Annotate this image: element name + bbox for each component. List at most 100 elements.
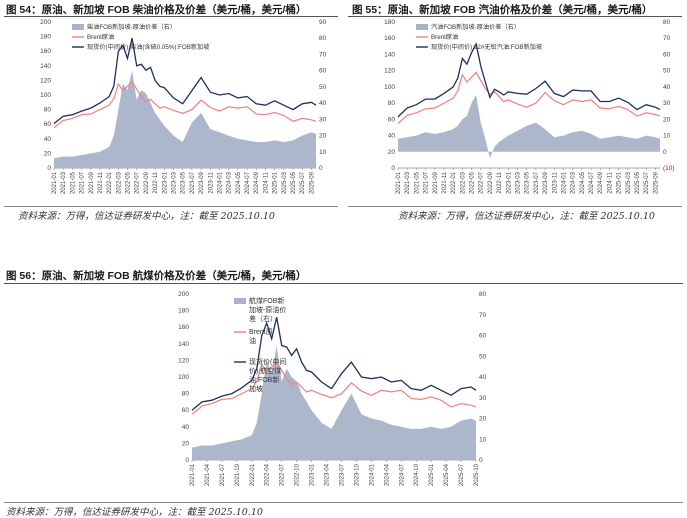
brent-line bbox=[53, 80, 317, 129]
x-tick-label: 2023-01 bbox=[162, 171, 168, 194]
x-tick-label: 2021-03 bbox=[61, 171, 67, 194]
x-tick-label: 2025-09 bbox=[309, 171, 315, 194]
chart-title: 图 54：原油、新加坡 FOB 柴油价格及价差（美元/桶，美元/桶） bbox=[6, 4, 307, 16]
right-tick-label: 70 bbox=[319, 51, 327, 58]
left-tick-label: 140 bbox=[40, 63, 51, 70]
title-rule bbox=[4, 16, 338, 17]
left-tick-label: 80 bbox=[388, 100, 396, 107]
brent-line bbox=[397, 71, 661, 124]
right-tick-label: 60 bbox=[319, 68, 327, 75]
source-rule bbox=[4, 206, 338, 207]
x-tick-label: 2022-09 bbox=[488, 171, 494, 194]
x-tick-label: 2022-11 bbox=[497, 171, 503, 193]
diesel-chart: 0 20 40 60 80 100 120 140 160 180 200 0 10 20 30 40 50 60… bbox=[40, 19, 327, 194]
x-tick-label: 2023-10 bbox=[354, 463, 360, 486]
left-tick-label: 0 bbox=[391, 165, 395, 172]
source-rule bbox=[4, 502, 683, 503]
source-note: 资料来源：万得，信达证券研发中心，注：截至 2025.10.10 bbox=[6, 507, 263, 518]
source-note: 资料来源：万得，信达证券研发中心，注：截至 2025.10.10 bbox=[398, 211, 655, 222]
x-tick-label: 2025-01 bbox=[617, 171, 623, 194]
right-tick-label: 80 bbox=[479, 291, 487, 298]
x-tick-label: 2024-09 bbox=[254, 171, 260, 194]
left-tick-label: 200 bbox=[178, 291, 189, 298]
gasoline-chart: 0 20 40 60 80 100 120 140 160 180 (10) 0 10 20 30 40 50 6… bbox=[384, 19, 675, 194]
legend-label: 现货价(中间价):柴油(含硫0.05%):FOB新加坡 bbox=[87, 43, 209, 51]
left-tick-label: 0 bbox=[185, 457, 189, 464]
right-tick-label: 0 bbox=[663, 149, 667, 156]
right-tick-label: 60 bbox=[663, 51, 671, 58]
x-tick-label: 2021-09 bbox=[433, 171, 439, 194]
x-tick-label: 2023-04 bbox=[325, 463, 331, 486]
x-tick-label: 2022-05 bbox=[470, 171, 476, 194]
jetfuel-chart: 0 20 40 60 80 100 120 140 160 180 200 0 10 20 30 40 50 60… bbox=[178, 291, 487, 486]
legend-label: 现货价(中间价):92#无铅汽油:FOB新加坡 bbox=[431, 43, 542, 51]
x-tick-label: 2022-11 bbox=[153, 171, 159, 193]
x-tick-label: 2021-04 bbox=[205, 463, 211, 486]
x-tick-label: 2022-01 bbox=[250, 463, 256, 486]
source-note: 资料来源：万得，信达证券研发中心，注：截至 2025.10.10 bbox=[18, 211, 275, 222]
x-tick-label: 2022-09 bbox=[144, 171, 150, 194]
x-tick-label: 2023-11 bbox=[552, 171, 558, 193]
product-line bbox=[191, 317, 477, 411]
left-tick-label: 140 bbox=[178, 341, 189, 348]
left-tick-label: 160 bbox=[178, 324, 189, 331]
x-tick-label: 2022-04 bbox=[265, 463, 271, 486]
left-tick-label: 60 bbox=[182, 407, 190, 414]
legend-label: Brent原 bbox=[249, 328, 273, 336]
left-tick-label: 40 bbox=[182, 424, 190, 431]
right-tick-label: 40 bbox=[663, 84, 671, 91]
legend-label: 现货价(中间 bbox=[249, 357, 286, 366]
legend-label: Brent原油 bbox=[87, 33, 114, 41]
x-tick-label: 2024-09 bbox=[598, 171, 604, 194]
x-tick-label: 2021-05 bbox=[70, 171, 76, 194]
spread-area bbox=[192, 345, 476, 460]
chart-title: 图 55：原油、新加坡 FOB 汽油价格及价差（美元/桶，美元/桶） bbox=[352, 4, 653, 16]
left-tick-label: 120 bbox=[40, 77, 51, 84]
right-tick-label: 50 bbox=[479, 353, 487, 360]
right-tick-label: 10 bbox=[663, 133, 671, 140]
left-tick-label: 20 bbox=[182, 440, 190, 447]
title-rule bbox=[4, 283, 683, 284]
legend-label: 汽油FOB新加坡-原油价差（右） bbox=[431, 23, 520, 31]
x-tick-label: 2022-01 bbox=[451, 171, 457, 194]
x-tick-label: 2021-05 bbox=[414, 171, 420, 194]
right-tick-label: (10) bbox=[663, 165, 675, 172]
left-tick-label: 160 bbox=[384, 35, 395, 42]
right-tick-label: 40 bbox=[479, 374, 487, 381]
left-tick-label: 100 bbox=[178, 374, 189, 381]
legend-label: 航煤FOB新 bbox=[249, 296, 284, 305]
x-tick-label: 2024-05 bbox=[236, 171, 242, 194]
x-tick-label: 2024-03 bbox=[227, 171, 233, 194]
product-line bbox=[53, 37, 317, 125]
x-tick-label: 2023-09 bbox=[543, 171, 549, 194]
x-tick-label: 2025-10 bbox=[474, 463, 480, 486]
x-tick-label: 2021-09 bbox=[89, 171, 95, 194]
right-tick-label: 70 bbox=[663, 35, 671, 42]
right-tick-label: 20 bbox=[319, 133, 327, 140]
left-tick-label: 40 bbox=[388, 133, 396, 140]
x-tick-label: 2023-09 bbox=[199, 171, 205, 194]
x-tick-label: 2024-11 bbox=[263, 171, 269, 193]
left-tick-label: 80 bbox=[182, 391, 190, 398]
legend-label: 柴油FOB新加坡-原油价差（右） bbox=[87, 23, 176, 31]
product-line bbox=[397, 41, 661, 118]
legend-label: 油:FOB新 bbox=[249, 375, 279, 384]
spread-area bbox=[54, 70, 316, 168]
x-tick-label: 2022-07 bbox=[280, 463, 286, 486]
x-tick-label: 2022-07 bbox=[135, 171, 141, 194]
x-tick-label: 2025-05 bbox=[635, 171, 641, 194]
x-tick-label: 2025-05 bbox=[291, 171, 297, 194]
x-tick-label: 2025-03 bbox=[626, 171, 632, 194]
x-tick-label: 2021-11 bbox=[98, 171, 104, 193]
x-tick-label: 2023-03 bbox=[172, 171, 178, 194]
left-tick-label: 40 bbox=[44, 136, 52, 143]
left-tick-label: 180 bbox=[384, 19, 395, 26]
left-tick-label: 60 bbox=[388, 116, 396, 123]
x-tick-label: 2023-01 bbox=[310, 463, 316, 486]
legend-swatch bbox=[72, 24, 84, 30]
x-tick-label: 2023-11 bbox=[208, 171, 214, 193]
x-tick-label: 2021-07 bbox=[220, 463, 226, 486]
legend-swatch bbox=[416, 24, 428, 30]
x-tick-label: 2024-07 bbox=[589, 171, 595, 194]
x-tick-label: 2025-01 bbox=[429, 463, 435, 486]
